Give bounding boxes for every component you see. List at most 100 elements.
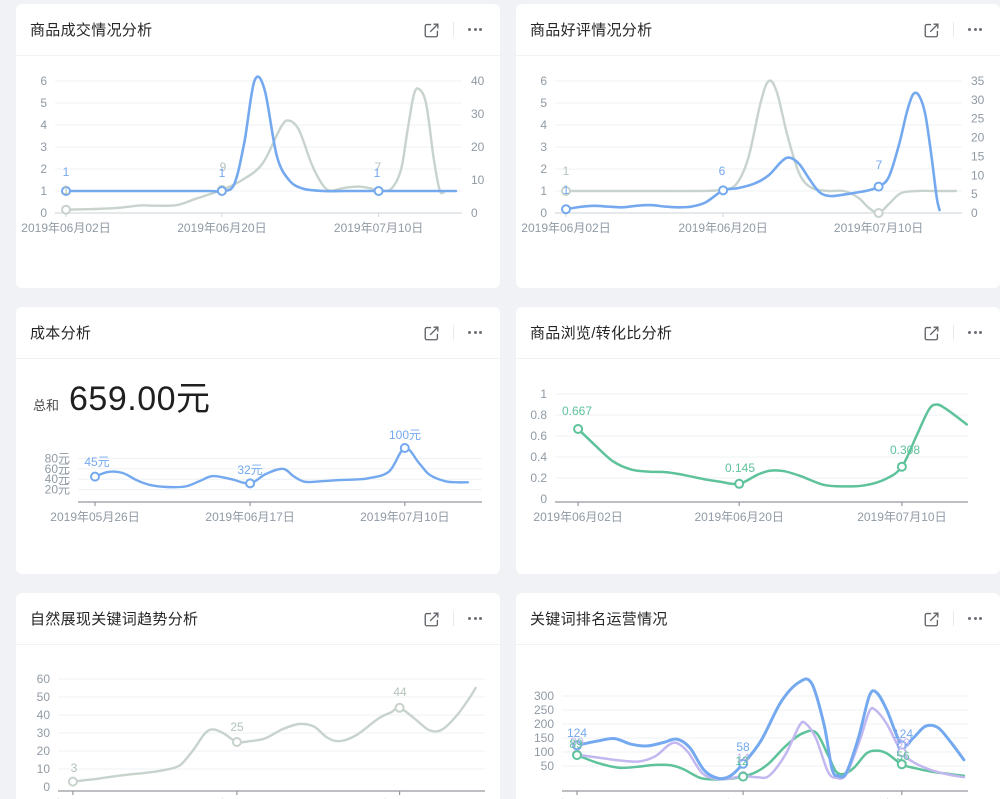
data-point-marker bbox=[718, 185, 729, 196]
card-header: 自然展现关键词趋势分析 bbox=[16, 593, 500, 645]
data-point-marker bbox=[67, 776, 78, 787]
series-gray bbox=[71, 686, 477, 783]
more-options-icon[interactable] bbox=[964, 322, 986, 344]
data-point-marker bbox=[873, 181, 884, 192]
data-point-marker bbox=[216, 186, 227, 196]
card-actions bbox=[421, 19, 486, 41]
more-options-icon[interactable] bbox=[464, 322, 486, 344]
y-axis-label: 35 bbox=[971, 74, 985, 88]
y-axis-label: 5 bbox=[971, 187, 978, 201]
y-axis-label: 0.4 bbox=[530, 450, 547, 464]
series-gray bbox=[564, 79, 958, 215]
x-axis-label: 2019年06月20日 bbox=[694, 510, 783, 524]
data-label: 6 bbox=[719, 164, 726, 178]
data-label: 45元 bbox=[84, 455, 109, 469]
more-options-icon[interactable] bbox=[464, 608, 486, 630]
y-axis-label: 40 bbox=[471, 74, 485, 88]
series-blue bbox=[64, 75, 458, 193]
data-point-marker bbox=[399, 443, 410, 453]
y-axis-label: 80元 bbox=[45, 451, 70, 465]
divider bbox=[953, 611, 954, 626]
more-options-icon[interactable] bbox=[464, 19, 486, 41]
y-axis-label: 10 bbox=[37, 762, 51, 776]
y-axis-label: 6 bbox=[40, 74, 47, 88]
card-conversion-analysis: 商品浏览/转化比分析 1 0.8 0.6 0.4 0.2 0 2019年06月02日 2019… bbox=[516, 307, 1000, 574]
y-axis-label: 0 bbox=[540, 206, 547, 220]
kpi-label: 总和 bbox=[33, 398, 60, 413]
y-axis-label: 1 bbox=[40, 184, 47, 198]
y-axis-label: 20 bbox=[37, 744, 51, 758]
card-title: 商品好评情况分析 bbox=[530, 22, 653, 39]
card-actions bbox=[921, 322, 986, 344]
open-in-new-icon[interactable] bbox=[421, 322, 443, 344]
x-axis-label: 2019年06月20日 bbox=[177, 221, 266, 235]
card-keyword-trend: 自然展现关键词趋势分析 60504030201002019年06月02日2019… bbox=[16, 593, 500, 799]
x-axis-label: 2019年07月10日 bbox=[334, 221, 423, 235]
card-actions bbox=[421, 608, 486, 630]
y-axis-label: 20 bbox=[971, 131, 985, 145]
data-point-marker bbox=[373, 186, 384, 196]
y-axis-label: 250 bbox=[534, 703, 554, 717]
data-point-marker bbox=[896, 747, 907, 758]
open-in-new-icon[interactable] bbox=[421, 19, 443, 41]
y-axis-label: 1 bbox=[540, 387, 547, 401]
y-axis-label: 20元 bbox=[45, 483, 70, 497]
y-axis-label: 5 bbox=[540, 96, 547, 110]
card-header: 关键词排名运营情况 bbox=[516, 593, 1000, 645]
y-axis-label: 0 bbox=[971, 206, 978, 220]
open-in-new-icon[interactable] bbox=[921, 322, 943, 344]
data-label: 0.667 bbox=[562, 404, 592, 418]
y-axis-label: 60元 bbox=[45, 462, 70, 476]
data-label: 1 bbox=[63, 165, 70, 179]
y-axis-label: 0 bbox=[40, 206, 47, 220]
conversion-analysis-chart: 1 0.8 0.6 0.4 0.2 0 2019年06月02日 2019年06月20日 2019… bbox=[530, 387, 969, 524]
series-green bbox=[576, 403, 969, 488]
x-axis-label: 2019年06月02日 bbox=[21, 221, 110, 235]
divider bbox=[453, 22, 454, 37]
data-label: 1 bbox=[374, 166, 381, 180]
data-label: 0.145 bbox=[725, 461, 755, 475]
open-in-new-icon[interactable] bbox=[921, 19, 943, 41]
y-axis-label: 2 bbox=[40, 162, 47, 176]
card-header: 商品成交情况分析 bbox=[16, 4, 500, 56]
data-label: 0.308 bbox=[890, 443, 920, 457]
divider bbox=[453, 611, 454, 626]
y-axis-label: 3 bbox=[540, 140, 547, 154]
y-axis-label: 10 bbox=[971, 168, 985, 182]
x-axis-label: 2019年06月17日 bbox=[205, 510, 294, 524]
y-axis-label: 60 bbox=[37, 672, 51, 686]
y-axis-label: 20 bbox=[471, 140, 485, 154]
y-axis-label: 0 bbox=[43, 780, 50, 794]
data-label: 14 bbox=[736, 751, 750, 765]
y-axis-label: 40元 bbox=[45, 472, 70, 486]
y-axis-label: 40 bbox=[37, 708, 51, 722]
data-point-marker bbox=[561, 186, 571, 196]
y-axis-label: 0.2 bbox=[530, 471, 547, 485]
more-options-icon[interactable] bbox=[964, 19, 986, 41]
y-axis-label: 300 bbox=[534, 689, 554, 703]
y-axis-label: 50 bbox=[541, 759, 555, 773]
data-point-marker bbox=[572, 740, 582, 751]
data-label: 124 bbox=[893, 727, 913, 741]
more-options-icon[interactable] bbox=[964, 608, 986, 630]
data-label: 7 bbox=[876, 158, 883, 172]
data-label: 89 bbox=[569, 737, 583, 751]
x-axis-label: 2019年07月10日 bbox=[857, 510, 946, 524]
data-label: 1 bbox=[563, 164, 570, 178]
card-keyword-ranking: 关键词排名运营情况 300250200150100502019年06月02日20… bbox=[516, 593, 1000, 799]
open-in-new-icon[interactable] bbox=[921, 608, 943, 630]
data-point-marker bbox=[896, 759, 907, 770]
y-axis-label: 0 bbox=[471, 206, 478, 220]
card-title: 商品浏览/转化比分析 bbox=[530, 325, 673, 342]
open-in-new-icon[interactable] bbox=[421, 608, 443, 630]
x-axis-label: 2019年07月10日 bbox=[834, 221, 923, 235]
data-label: 25 bbox=[230, 720, 244, 734]
data-label: 32元 bbox=[237, 463, 262, 477]
data-point-marker bbox=[572, 750, 582, 761]
y-axis-label: 30 bbox=[971, 93, 985, 107]
y-axis-label: 25 bbox=[971, 112, 985, 126]
